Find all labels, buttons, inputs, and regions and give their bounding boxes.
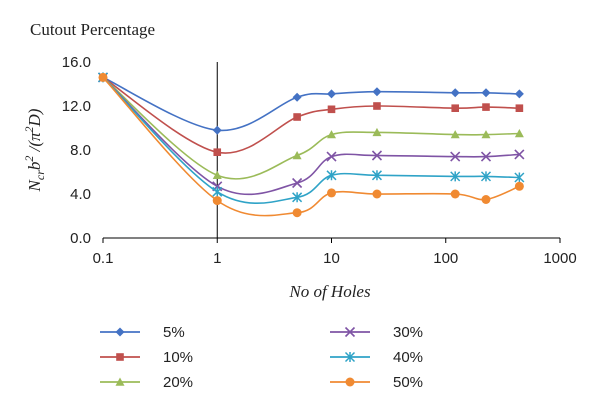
legend-marker [115,377,125,386]
data-point [372,127,382,137]
data-point [212,196,222,206]
data-point [292,177,303,189]
series-20-percent [98,72,524,180]
svg-text:Ncrb2 /(π2D): Ncrb2 /(π2D) [22,108,47,192]
data-point [326,170,337,181]
y-tick-label: 0.0 [70,230,91,247]
legend-item: 30% [330,324,423,341]
data-point [450,171,461,182]
data-point [326,151,337,162]
series-line [102,76,520,180]
legend-item: 20% [100,374,193,391]
data-point [514,129,524,138]
data-point [482,103,490,111]
legend-item: 10% [100,349,193,366]
data-point [480,151,492,162]
data-point [481,130,491,139]
legend-marker [344,326,356,338]
data-point [292,208,302,218]
data-point [514,172,525,183]
axes: 0.0 4.0 8.0 12.0 16.0 0.1 1 10 100 1000 [62,54,577,267]
series-10-percent [99,73,524,156]
data-point [327,105,336,114]
x-tick-label: 0.1 [93,250,114,267]
data-point [293,113,301,121]
data-point [372,189,382,199]
legend-label: 30% [393,324,423,341]
y-tick-label: 4.0 [70,186,91,203]
data-point [327,188,336,198]
legend-marker [344,351,356,363]
data-point [450,130,460,139]
legend-label: 40% [393,349,423,366]
x-tick-label: 1000 [543,250,576,267]
data-point [514,181,524,191]
x-tick-label: 1 [213,250,221,267]
legend-label: 10% [163,349,193,366]
data-point [481,88,491,98]
data-point [450,88,460,98]
data-point [373,102,381,110]
data-point [515,104,524,112]
data-point [212,125,222,135]
y-tick-label: 12.0 [62,98,91,115]
legend-marker [115,327,125,337]
data-point [327,89,336,99]
data-point [98,72,108,82]
legend-label: 5% [163,324,185,341]
data-point [292,92,302,102]
chart-title: Cutout Percentage [30,20,155,39]
data-point [292,151,302,160]
y-tick-label: 8.0 [70,142,91,159]
data-point [213,148,222,156]
data-point [481,195,491,204]
data-point [212,170,222,179]
legend-marker [116,353,124,361]
x-axis-label: No of Holes [288,282,371,301]
series-line [102,76,520,132]
data-point [371,170,382,181]
series-line [102,76,520,204]
legend-item: 5% [100,324,185,341]
series-40-percent [97,72,525,204]
data-point [514,89,524,99]
data-point [371,150,383,161]
series-line [102,76,520,196]
x-tick-label: 100 [433,250,458,267]
x-tick-label: 10 [323,250,340,267]
legend-label: 50% [393,374,423,391]
data-point [212,186,223,197]
legend: 5% 10% 20% 30% 40% 50% [100,324,423,391]
data-point [450,151,461,162]
y-tick-label: 16.0 [62,54,91,71]
data-point [327,130,336,139]
data-point [372,87,382,97]
legend-marker [345,377,355,387]
series-50-percent [98,72,524,218]
data-point [292,192,303,203]
data-point [514,149,525,160]
data-point [450,189,460,199]
legend-label: 20% [163,374,193,391]
data-point [480,171,492,182]
data-point [451,104,460,112]
y-axis-label: Ncrb2 /(π2D) [22,108,47,192]
plot-area [97,72,525,218]
series-5-percent [98,72,524,135]
legend-item: 50% [330,374,423,391]
legend-item: 40% [330,349,423,366]
